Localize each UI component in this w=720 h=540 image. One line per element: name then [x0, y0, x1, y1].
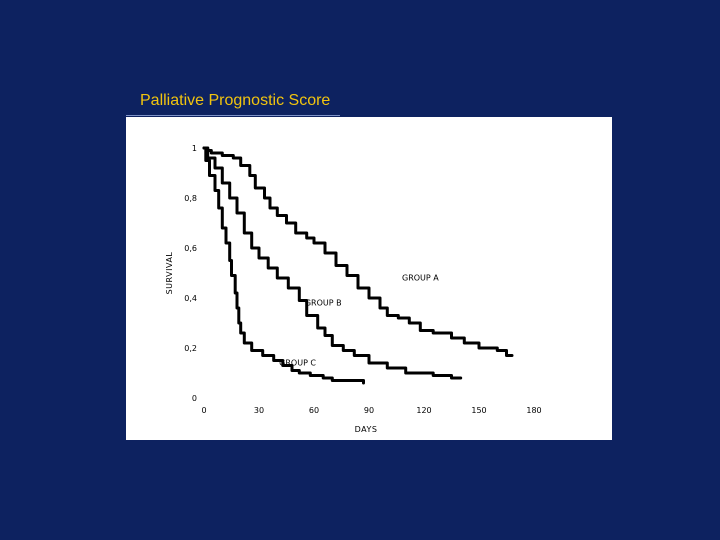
x-tick-label: 180: [526, 406, 541, 415]
x-tick-label: 120: [416, 406, 431, 415]
y-axis-tick-labels: 0 0,2 0,4 0,6 0,8 1: [184, 144, 197, 403]
x-axis-tick-labels: 0 30 60 90 120 150 180: [201, 406, 541, 415]
slide-title: Palliative Prognostic Score: [140, 92, 331, 109]
survival-curve-group-c: [202, 146, 365, 385]
y-axis-title: SURVIVAL: [165, 252, 174, 295]
curve-label: GROUP A: [402, 274, 439, 283]
y-tick-label: 0,4: [184, 294, 197, 303]
x-tick-label: 150: [471, 406, 486, 415]
x-tick-label: 0: [201, 406, 206, 415]
curve-annotations: GROUP A GROUP B GROUP C: [279, 274, 439, 368]
y-tick-label: 0: [192, 394, 197, 403]
survival-curve-group-a: [202, 146, 514, 357]
y-tick-label: 1: [192, 144, 197, 153]
x-axis-title: DAYS: [355, 425, 378, 434]
survival-curves: [202, 146, 514, 385]
title-underline: [126, 115, 340, 116]
curve-label: GROUP B: [305, 299, 342, 308]
x-tick-label: 60: [309, 406, 319, 415]
y-tick-label: 0,8: [184, 194, 197, 203]
x-tick-label: 90: [364, 406, 374, 415]
survival-curve-group-b: [202, 146, 463, 380]
x-tick-label: 30: [254, 406, 264, 415]
curve-label: GROUP C: [279, 359, 316, 368]
y-tick-label: 0,6: [184, 244, 197, 253]
chart-panel: [126, 117, 612, 440]
y-tick-label: 0,2: [184, 344, 197, 353]
